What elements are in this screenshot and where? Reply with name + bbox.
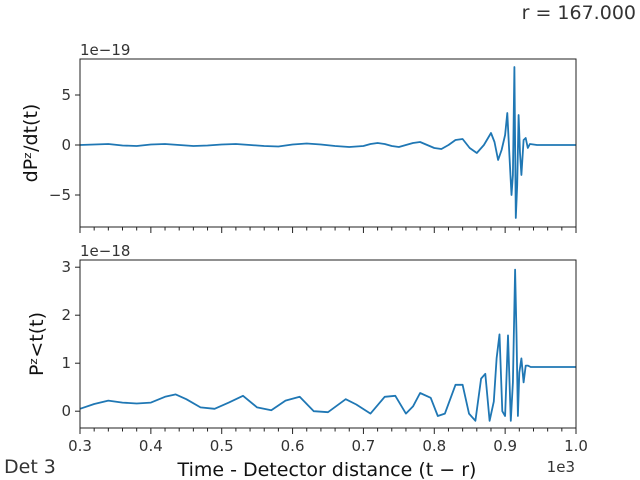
x-tick-label: 1.0	[564, 437, 588, 455]
bottom-y-tick-label: 2	[61, 306, 71, 324]
x-tick-label: 0.7	[351, 437, 375, 455]
x-tick-label: 0.8	[422, 437, 446, 455]
top-panel: 1e−19 dPᶻ/dt(t) 5 0 −5	[20, 41, 577, 233]
detector-label: Det 3	[4, 456, 56, 478]
bottom-series-line	[79, 268, 576, 422]
x-axis-title: Time - Detector distance (t − r)	[177, 459, 477, 480]
x-tick-label: 0.4	[139, 437, 163, 455]
x-tick-label: 0.6	[281, 437, 305, 455]
top-axes-frame	[79, 58, 577, 228]
bottom-y-tick-label: 3	[61, 258, 71, 276]
top-y-tick-label: 5	[61, 86, 71, 104]
bottom-y-tick-label: 1	[61, 354, 71, 372]
top-y-ticks: 5 0 −5	[49, 86, 80, 204]
x-tick-label: 0.5	[210, 437, 234, 455]
x-offset-label: 1e3	[547, 458, 575, 476]
top-series-line	[79, 66, 576, 219]
radius-label: r = 167.000	[522, 2, 636, 24]
bottom-panel: 1e−18 Pᶻ<t(t) 3 2 1 0 0.3 0.4 0.5 0.6 0.7 0.8 0.9…	[26, 242, 588, 480]
bottom-y-offset-label: 1e−18	[80, 242, 130, 260]
top-y-tick-label: −5	[49, 186, 71, 204]
bottom-y-axis-title: Pᶻ<t(t)	[26, 312, 48, 376]
top-y-tick-label: 0	[61, 136, 71, 154]
x-tick-label: 0.3	[68, 437, 92, 455]
top-x-ticks	[79, 227, 577, 233]
bottom-axes-frame	[79, 259, 577, 429]
top-y-offset-label: 1e−19	[80, 41, 130, 59]
x-tick-label: 0.9	[493, 437, 517, 455]
bottom-y-ticks: 3 2 1 0	[61, 258, 80, 420]
top-y-axis-title: dPᶻ/dt(t)	[20, 104, 42, 183]
bottom-y-tick-label: 0	[61, 402, 71, 420]
bottom-x-ticks: 0.3 0.4 0.5 0.6 0.7 0.8 0.9 1.0	[68, 428, 588, 455]
